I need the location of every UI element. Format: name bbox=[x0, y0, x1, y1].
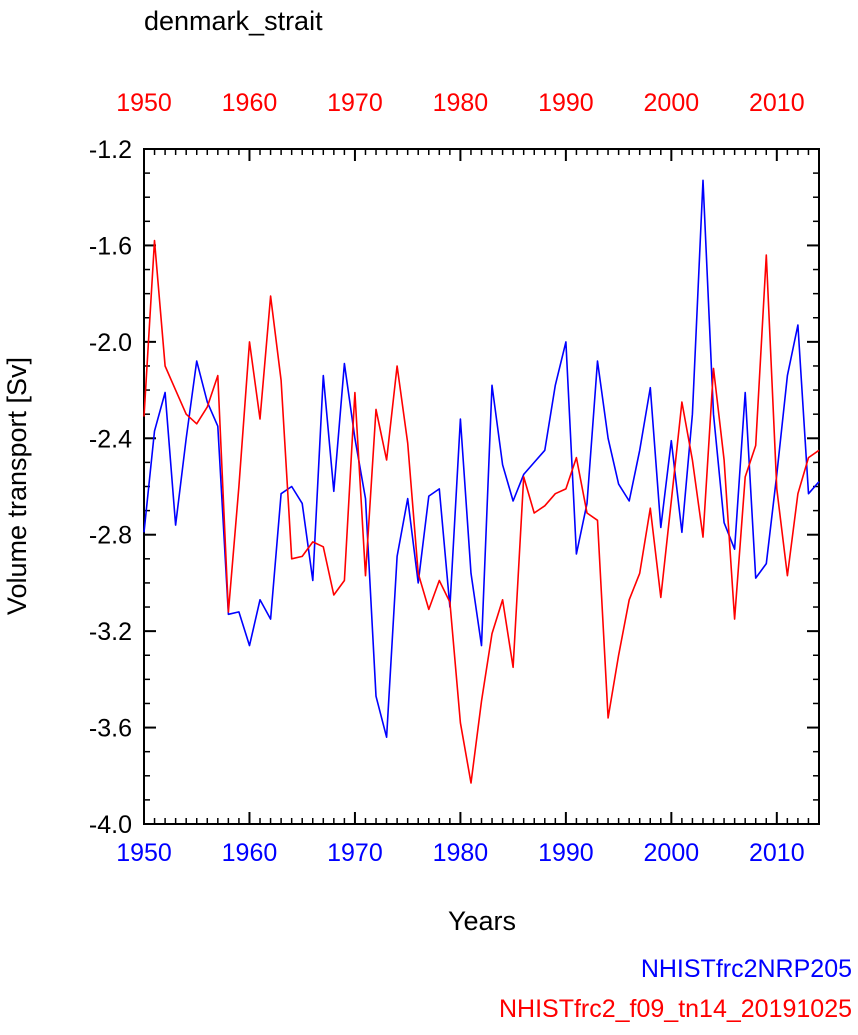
x-tick-label-top: 1950 bbox=[116, 89, 172, 117]
x-tick-label: 2000 bbox=[644, 839, 700, 867]
x-tick-label: 1960 bbox=[222, 839, 278, 867]
series-line-red bbox=[143, 239, 820, 784]
x-axis-label: Years bbox=[448, 906, 516, 936]
y-tick-label: -1.6 bbox=[89, 232, 132, 260]
series-line-blue bbox=[143, 179, 820, 739]
y-axis-label: Volume transport [Sv] bbox=[2, 357, 32, 615]
plot-area bbox=[143, 148, 820, 825]
y-tick-label: -1.2 bbox=[89, 136, 132, 164]
chart-title: denmark_strait bbox=[144, 6, 323, 36]
legend-entry-blue: NHISTfrc2NRP205 bbox=[640, 955, 852, 983]
y-tick-label: -2.8 bbox=[89, 522, 132, 550]
x-axis-top: 1950 1960 1970 1980 1990 2000 2010 bbox=[116, 89, 820, 161]
y-tick-label: -3.6 bbox=[89, 715, 132, 743]
y-tick-label: -4.0 bbox=[89, 811, 132, 839]
x-tick-label: 1980 bbox=[433, 839, 489, 867]
x-tick-label-top: 1980 bbox=[433, 89, 489, 117]
legend-entry-red: NHISTfrc2_f09_tn14_20191025 bbox=[498, 995, 852, 1023]
series-layer bbox=[143, 179, 820, 784]
x-tick-label-top: 1990 bbox=[538, 89, 594, 117]
x-tick-label: 1950 bbox=[116, 839, 172, 867]
x-tick-label-top: 2010 bbox=[749, 89, 805, 117]
y-tick-label: -3.2 bbox=[89, 618, 132, 646]
plot-frame bbox=[143, 148, 820, 825]
x-tick-label: 1970 bbox=[327, 839, 383, 867]
x-axis-bottom: 1950 1960 1970 1980 1990 2000 2010 bbox=[116, 812, 820, 867]
x-tick-label-top: 1970 bbox=[327, 89, 383, 117]
y-axis: -4.0 -3.6 -3.2 -2.8 -2.4 -2.0 -1.6 -1.2 bbox=[89, 136, 819, 839]
x-tick-label-top: 2000 bbox=[644, 89, 700, 117]
x-tick-label: 1990 bbox=[538, 839, 594, 867]
y-tick-label: -2.0 bbox=[89, 329, 132, 357]
y-tick-label: -2.4 bbox=[89, 425, 132, 453]
x-tick-label-top: 1960 bbox=[222, 89, 278, 117]
x-tick-label: 2010 bbox=[749, 839, 805, 867]
